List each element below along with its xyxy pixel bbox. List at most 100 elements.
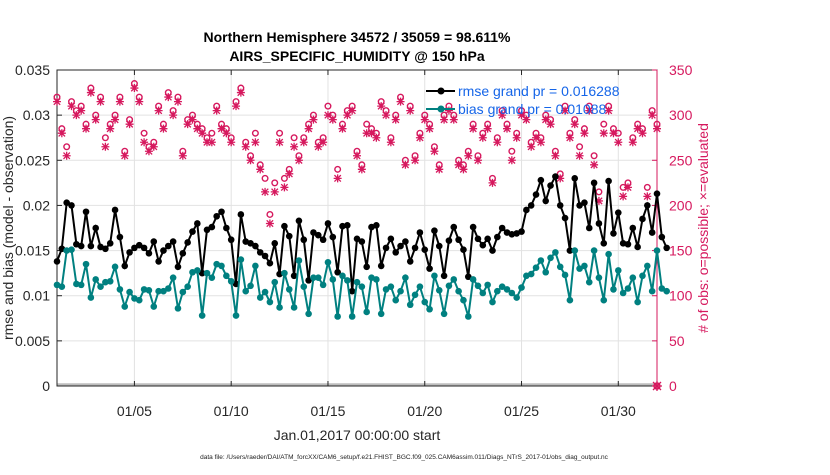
- rmse-point: [532, 191, 540, 198]
- bias-point: [450, 276, 458, 283]
- rmse-line: [56, 173, 668, 292]
- obs-evaluated-marker: [401, 160, 410, 169]
- obs-evaluated-marker: [493, 138, 502, 147]
- y-left-tick-label: 0.015: [15, 243, 50, 259]
- bias-point: [363, 308, 370, 316]
- bias-point: [552, 249, 559, 256]
- bias-point: [261, 288, 269, 296]
- bias-point: [266, 298, 274, 306]
- bias-point: [479, 289, 487, 297]
- y-left-tick-label: 0.02: [23, 197, 50, 213]
- rmse-point: [658, 233, 666, 241]
- obs-evaluated-marker: [115, 97, 124, 106]
- bias-point: [247, 282, 254, 290]
- obs-evaluated-marker: [130, 84, 139, 93]
- rmse-point: [614, 209, 622, 216]
- obs-evaluated-marker: [241, 142, 250, 151]
- obs-evaluated-marker: [106, 124, 115, 133]
- bias-point: [469, 276, 477, 283]
- bias-point: [455, 287, 462, 295]
- rmse-point: [445, 237, 453, 244]
- obs-evaluated-marker: [333, 174, 342, 183]
- rmse-point: [373, 221, 380, 229]
- bias-point: [440, 310, 448, 318]
- obs-evaluated-marker: [580, 129, 589, 138]
- rmse-point: [140, 244, 148, 252]
- rmse-point: [634, 243, 641, 251]
- obs-evaluated-marker: [304, 124, 313, 133]
- bias-point: [639, 272, 646, 280]
- bias-point: [111, 263, 119, 271]
- bias-point: [87, 294, 95, 301]
- bias-point: [334, 313, 341, 320]
- rmse-point: [184, 239, 191, 246]
- obs-evaluated-marker: [91, 115, 100, 124]
- y-right-tick-label: 250: [669, 152, 693, 168]
- obs-evaluated-marker: [503, 124, 511, 133]
- bias-point: [305, 310, 312, 318]
- rmse-point: [639, 215, 646, 223]
- rmse-point: [310, 229, 317, 236]
- rmse-point: [479, 241, 487, 249]
- rmse-point: [624, 240, 632, 248]
- bias-point: [145, 286, 153, 294]
- error-series: [53, 173, 670, 320]
- obs-evaluated-marker: [396, 97, 405, 106]
- obs-evaluated-marker: [275, 138, 284, 147]
- bias-point: [353, 278, 361, 286]
- obs-possible-marker: [595, 188, 603, 196]
- rmse-point: [164, 242, 172, 250]
- rmse-point: [63, 199, 70, 207]
- rmse-point: [334, 268, 341, 276]
- rmse-point: [252, 242, 259, 250]
- rmse-point: [460, 246, 467, 253]
- rmse-point: [150, 238, 158, 245]
- obs-evaluated-marker: [193, 124, 202, 133]
- rmse-point: [406, 258, 414, 265]
- obs-evaluated-marker: [473, 156, 482, 165]
- rmse-point: [290, 272, 298, 280]
- bias-point: [435, 286, 443, 294]
- bias-point: [252, 262, 259, 270]
- bias-point: [223, 272, 230, 280]
- rmse-point: [576, 202, 583, 209]
- rmse-point: [556, 202, 564, 209]
- rmse-point: [145, 249, 153, 257]
- rmse-point: [542, 197, 550, 205]
- rmse-point: [208, 223, 216, 231]
- rmse-point: [382, 244, 390, 252]
- obs-evaluated-marker: [280, 183, 289, 192]
- legend-label-bias: bias grand pr = 0.01088: [458, 101, 606, 117]
- obs-evaluated-marker: [483, 124, 492, 133]
- obs-evaluated-marker: [169, 111, 178, 120]
- rmse-point: [552, 173, 559, 180]
- obs-evaluated-marker: [551, 151, 560, 160]
- rmse-point: [271, 240, 279, 247]
- obs-evaluated-marker: [222, 129, 231, 138]
- bias-point: [484, 281, 491, 289]
- obs-evaluated-marker: [425, 124, 434, 133]
- rmse-point: [561, 214, 569, 222]
- bias-point: [624, 285, 632, 292]
- chart-subtitle: AIRS_SPECIFIC_HUMIDITY @ 150 hPa: [229, 48, 485, 64]
- rmse-point: [397, 242, 404, 250]
- bias-point: [106, 277, 114, 285]
- obs-evaluated-marker: [173, 97, 182, 106]
- bias-point: [561, 271, 569, 279]
- rmse-point: [484, 235, 491, 243]
- rmse-point: [566, 247, 574, 254]
- obs-evaluated-marker: [309, 115, 318, 124]
- rmse-point: [498, 224, 506, 232]
- obs-evaluated-marker: [270, 187, 279, 196]
- chart-title: Northern Hemisphere 34572 / 35059 = 98.6…: [203, 29, 511, 45]
- bias-point: [619, 289, 627, 297]
- rmse-point: [116, 233, 124, 241]
- obs-evaluated-marker: [290, 142, 299, 151]
- obs-evaluated-marker: [203, 138, 211, 147]
- bias-point: [92, 276, 100, 283]
- rmse-point: [314, 231, 322, 239]
- bias-point: [150, 303, 158, 310]
- rmse-point: [155, 258, 162, 265]
- bias-point: [474, 282, 482, 290]
- obs-evaluated-marker: [541, 115, 550, 124]
